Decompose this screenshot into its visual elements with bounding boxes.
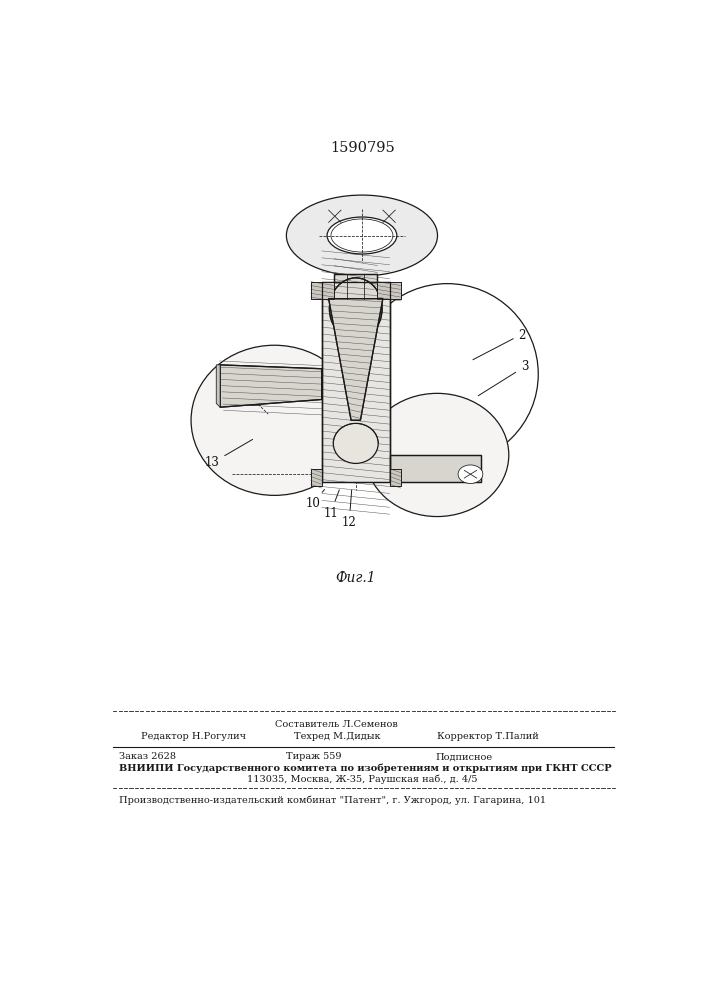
Text: 1590795: 1590795: [330, 141, 395, 155]
Text: ВНИИПИ Государственного комитета по изобретениям и открытиям при ГКНТ СССР: ВНИИПИ Государственного комитета по изоб…: [119, 764, 612, 773]
Polygon shape: [216, 365, 220, 407]
Ellipse shape: [191, 345, 358, 495]
Ellipse shape: [333, 423, 378, 463]
Polygon shape: [220, 365, 322, 407]
Text: Корректор Т.Палий: Корректор Т.Палий: [437, 732, 539, 741]
Ellipse shape: [356, 284, 538, 465]
Text: Редактор Н.Рогулич: Редактор Н.Рогулич: [141, 732, 246, 741]
Text: Заказ 2628: Заказ 2628: [119, 752, 176, 761]
Polygon shape: [322, 282, 390, 482]
Polygon shape: [378, 282, 401, 299]
Text: Производственно-издательский комбинат "Патент", г. Ужгород, ул. Гагарина, 101: Производственно-издательский комбинат "П…: [119, 795, 547, 805]
Ellipse shape: [366, 393, 509, 517]
Polygon shape: [390, 469, 401, 486]
Text: Фиг.1: Фиг.1: [335, 571, 376, 585]
Text: 113035, Москва, Ж-35, Раушская наб., д. 4/5: 113035, Москва, Ж-35, Раушская наб., д. …: [247, 774, 477, 784]
Text: 3: 3: [478, 360, 528, 396]
Polygon shape: [334, 274, 378, 282]
Ellipse shape: [286, 195, 438, 276]
Text: 2: 2: [473, 329, 526, 360]
Ellipse shape: [327, 217, 397, 254]
Text: 10: 10: [305, 489, 325, 510]
Ellipse shape: [329, 278, 382, 339]
Text: Техред М.Дидык: Техред М.Дидык: [293, 732, 380, 741]
Text: 11: 11: [323, 490, 339, 520]
Text: Составитель Л.Семенов: Составитель Л.Семенов: [275, 720, 398, 729]
Text: 12: 12: [341, 490, 356, 529]
Polygon shape: [311, 469, 322, 486]
Ellipse shape: [458, 465, 483, 483]
Text: 13: 13: [204, 439, 252, 470]
Polygon shape: [329, 299, 383, 420]
Polygon shape: [390, 455, 481, 482]
Polygon shape: [311, 282, 334, 299]
Text: Тираж 559: Тираж 559: [286, 752, 341, 761]
Text: Подписное: Подписное: [436, 752, 493, 761]
